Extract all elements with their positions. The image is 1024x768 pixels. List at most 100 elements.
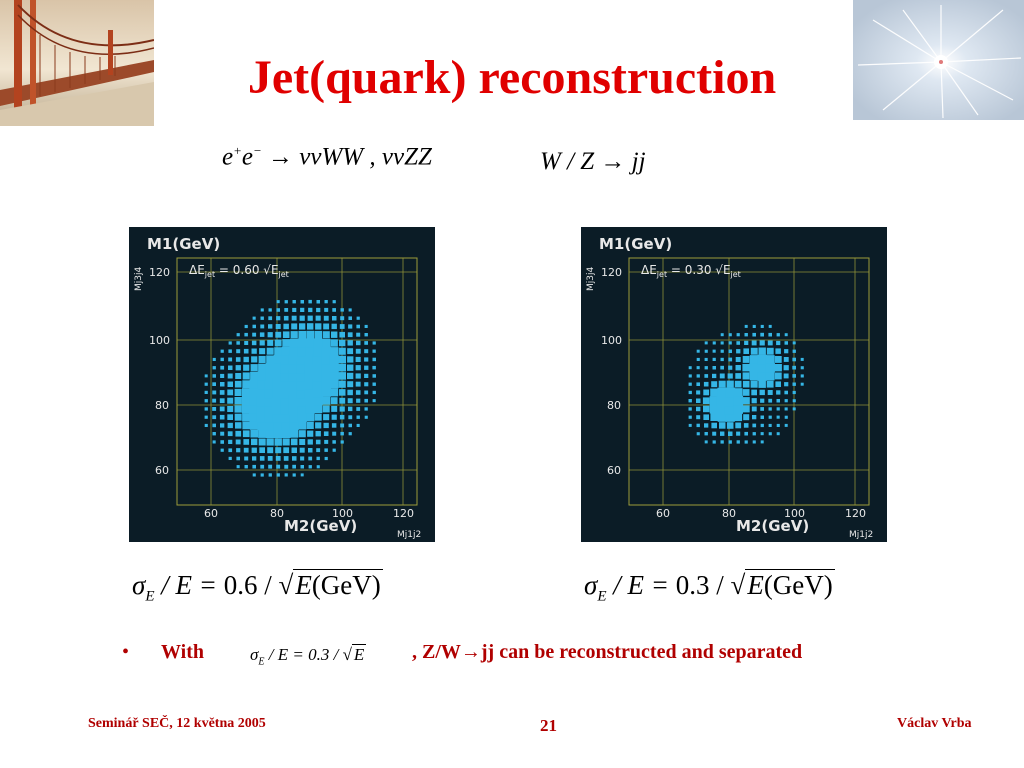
histogram-cell xyxy=(704,432,708,436)
histogram-cell xyxy=(252,324,256,329)
histogram-cell xyxy=(712,373,717,379)
inline-formula-sigma: σ xyxy=(250,645,259,664)
plot-right: M1(GeV) Mj3j4 ΔEjet = 0.30 √Ejet 120 100… xyxy=(581,227,887,542)
histogram-cell xyxy=(752,423,757,428)
histogram-cell xyxy=(340,440,344,444)
histogram-cell xyxy=(339,331,345,338)
plot-right-annotation: ΔEjet = 0.30 √Ejet xyxy=(641,263,741,279)
histogram-cell xyxy=(244,332,248,337)
histogram-cell xyxy=(742,363,750,372)
histogram-cell xyxy=(792,365,796,370)
histogram-cell xyxy=(736,333,740,337)
histogram-cell xyxy=(752,432,756,436)
plot-left-xtick-120: 120 xyxy=(393,507,414,520)
histogram-cell xyxy=(760,332,764,337)
histogram-cell xyxy=(252,316,256,320)
histogram-cell xyxy=(742,405,750,413)
histogram-cell xyxy=(316,465,320,469)
histogram-cell xyxy=(726,422,734,429)
histogram-cell xyxy=(308,465,312,469)
histogram-cell xyxy=(236,465,240,469)
histogram-cell xyxy=(744,440,748,444)
formula-right-unit: (GeV) xyxy=(763,570,833,600)
histogram-cell xyxy=(315,323,322,330)
histogram-cell xyxy=(316,300,320,304)
histogram-cell xyxy=(726,380,734,388)
histogram-cell xyxy=(340,423,345,428)
histogram-cell xyxy=(296,353,308,365)
histogram-cell xyxy=(720,440,724,444)
histogram-cell xyxy=(709,396,719,406)
histogram-cell xyxy=(329,355,339,364)
histogram-cell xyxy=(266,347,274,355)
histogram-cell xyxy=(236,456,240,461)
histogram-cell xyxy=(249,421,259,430)
plot-left-boxes xyxy=(204,299,376,477)
histogram-cell xyxy=(725,387,736,398)
histogram-cell xyxy=(296,386,308,399)
histogram-cell xyxy=(243,348,249,354)
histogram-cell xyxy=(766,347,774,355)
histogram-cell xyxy=(704,341,708,345)
histogram-cell xyxy=(768,332,772,337)
process-lhs-sup-2: − xyxy=(253,143,262,158)
histogram-cell xyxy=(724,403,736,415)
histogram-cell xyxy=(744,333,748,337)
inline-formula-sub: E xyxy=(258,656,265,668)
histogram-cell xyxy=(275,324,281,329)
histogram-cell xyxy=(768,415,772,419)
histogram-cell xyxy=(315,315,321,321)
histogram-cell xyxy=(299,323,306,330)
histogram-cell xyxy=(704,423,709,428)
histogram-cell xyxy=(280,370,292,382)
histogram-cell xyxy=(264,386,277,399)
histogram-cell xyxy=(356,398,361,403)
histogram-cell xyxy=(266,438,274,446)
histogram-cell xyxy=(696,390,701,395)
histogram-cell xyxy=(220,448,224,452)
plot-right-x-title: M2(GeV) xyxy=(736,517,809,535)
histogram-cell xyxy=(228,439,233,444)
histogram-cell xyxy=(283,323,289,330)
histogram-cell xyxy=(219,414,225,420)
plot-left-y-side: Mj3j4 xyxy=(134,267,144,291)
histogram-cell xyxy=(776,415,780,419)
histogram-cell xyxy=(372,341,376,345)
histogram-cell xyxy=(280,411,292,423)
histogram-cell xyxy=(712,366,716,370)
histogram-cell xyxy=(330,347,339,356)
histogram-cell xyxy=(776,423,780,427)
histogram-cell xyxy=(355,373,361,379)
histogram-cell xyxy=(364,415,368,419)
histogram-cell xyxy=(244,341,249,345)
histogram-cell xyxy=(347,348,354,355)
histogram-cell xyxy=(219,390,225,395)
histogram-cell xyxy=(268,473,272,477)
histogram-cell xyxy=(242,372,250,380)
histogram-cell xyxy=(298,330,306,339)
histogram-cell xyxy=(212,382,216,386)
histogram-cell xyxy=(227,373,233,379)
histogram-cell xyxy=(728,357,733,362)
histogram-cell xyxy=(752,415,757,420)
histogram-cell xyxy=(252,332,257,337)
histogram-cell xyxy=(307,430,314,437)
histogram-cell xyxy=(775,381,781,387)
histogram-cell xyxy=(712,341,716,345)
histogram-cell xyxy=(760,398,765,403)
histogram-cell xyxy=(783,373,789,379)
plot-right-xtick-100: 100 xyxy=(784,507,805,520)
histogram-cell xyxy=(235,439,241,445)
histogram-cell xyxy=(356,332,361,337)
histogram-cell xyxy=(720,349,724,353)
histogram-cell xyxy=(752,440,756,444)
histogram-cell xyxy=(288,403,300,415)
histogram-cell xyxy=(735,357,741,362)
histogram-cell xyxy=(204,390,208,394)
formula-right-sigma: σ xyxy=(584,570,598,600)
histogram-cell xyxy=(312,370,324,382)
histogram-cell xyxy=(323,414,330,421)
histogram-cell xyxy=(314,404,323,413)
histogram-cell xyxy=(243,447,249,453)
histogram-cell xyxy=(204,382,208,386)
